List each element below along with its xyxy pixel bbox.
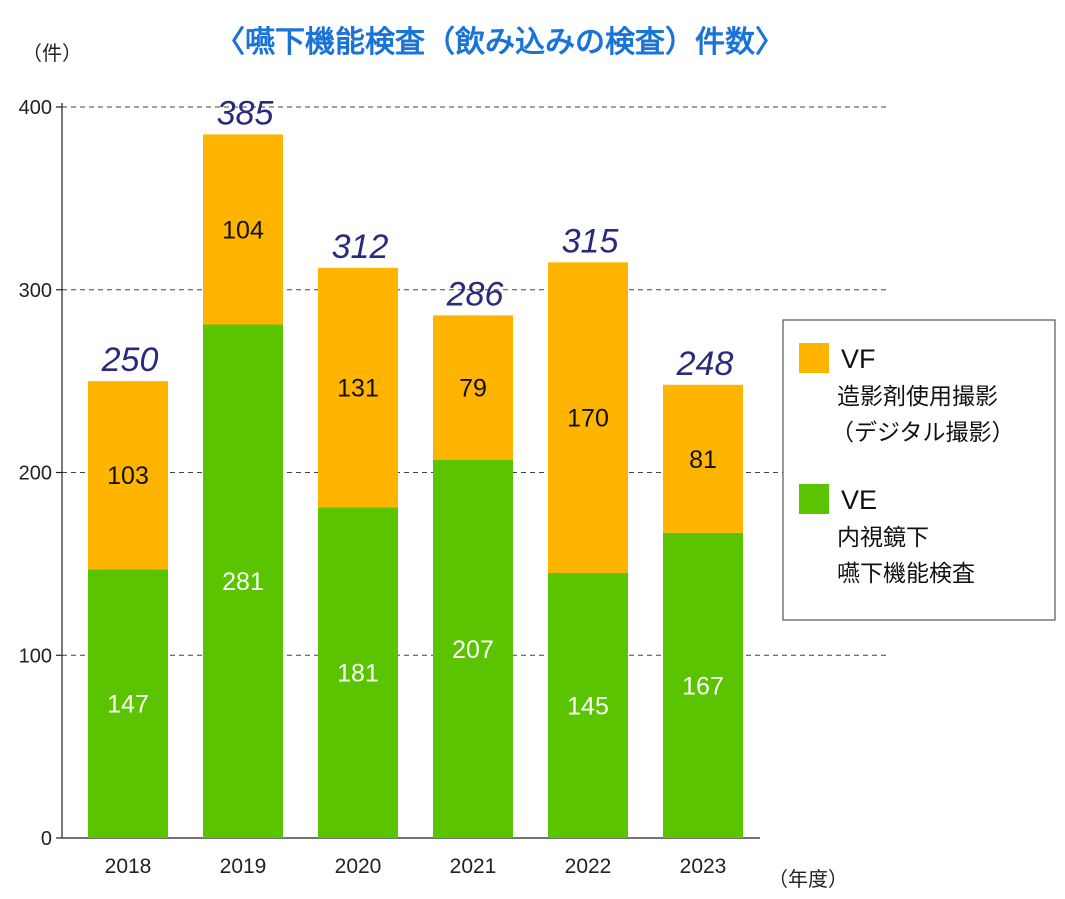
data-label-ve-2021: 207 bbox=[452, 636, 494, 664]
total-label-2019: 385 bbox=[217, 94, 274, 132]
x-tick-label-2020: 2020 bbox=[335, 855, 382, 878]
y-tick-label: 400 bbox=[19, 97, 52, 119]
bar-vf-2023 bbox=[663, 384, 743, 533]
bar-ve-2020 bbox=[318, 507, 398, 838]
data-label-ve-2018: 147 bbox=[107, 691, 149, 719]
total-label-2023: 248 bbox=[676, 345, 734, 383]
x-axis-unit-label: （年度） bbox=[768, 867, 848, 891]
chart-title: 〈嚥下機能検査（飲み込みの検査）件数〉 bbox=[215, 25, 785, 60]
bar-ve-2019 bbox=[203, 324, 283, 838]
data-label-vf-2020: 131 bbox=[337, 375, 379, 403]
y-tick-label: 100 bbox=[19, 645, 52, 667]
x-axis-ticks: 2018 2019 2020 2021 2022 2023 bbox=[105, 855, 727, 878]
bar-vf-2019 bbox=[203, 134, 283, 325]
x-tick-label-2019: 2019 bbox=[220, 855, 267, 878]
data-label-ve-2019: 281 bbox=[222, 568, 264, 596]
x-tick-label-2018: 2018 bbox=[105, 855, 152, 878]
total-label-2022: 315 bbox=[562, 222, 619, 260]
data-label-vf-2021: 79 bbox=[459, 375, 487, 403]
y-axis-unit-label: （件） bbox=[22, 41, 82, 65]
bar-ve-2021 bbox=[433, 459, 513, 838]
bar-ve-2022 bbox=[548, 573, 628, 838]
total-label-2020: 312 bbox=[332, 228, 389, 266]
data-label-vf-2018: 103 bbox=[107, 462, 149, 490]
legend-label-vf: VF bbox=[841, 344, 876, 374]
x-tick-label-2022: 2022 bbox=[565, 855, 612, 878]
legend-swatch-ve bbox=[799, 484, 829, 514]
data-label-ve-2020: 181 bbox=[337, 660, 379, 688]
x-tick-label-2021: 2021 bbox=[450, 855, 497, 878]
bar-vf-2021 bbox=[433, 315, 513, 460]
bar-ve-2018 bbox=[88, 569, 168, 838]
bar-ve-2023 bbox=[663, 532, 743, 838]
legend-label-ve: VE bbox=[841, 485, 877, 515]
data-label-vf-2022: 170 bbox=[567, 405, 609, 433]
y-tick-label: 300 bbox=[19, 280, 52, 302]
data-label-vf-2019: 104 bbox=[222, 216, 264, 244]
bar-vf-2022 bbox=[548, 262, 628, 574]
total-label-2018: 250 bbox=[101, 341, 159, 379]
legend-swatch-vf bbox=[799, 343, 829, 373]
y-axis-ticks: 0 100 200 300 400 bbox=[19, 97, 760, 850]
legend-desc-ve-line2: 嚥下機能検査 bbox=[837, 561, 975, 587]
data-label-ve-2022: 145 bbox=[567, 693, 609, 721]
legend-desc-ve-line1: 内視鏡下 bbox=[837, 525, 929, 551]
total-label-2021: 286 bbox=[446, 275, 504, 313]
data-label-ve-2023: 167 bbox=[682, 672, 724, 700]
legend-desc-vf-line2: （デジタル撮影） bbox=[831, 420, 1015, 446]
legend: VF 造影剤使用撮影 （デジタル撮影） VE 内視鏡下 嚥下機能検査 bbox=[782, 319, 1056, 621]
legend-desc-vf-line1: 造影剤使用撮影 bbox=[837, 384, 998, 410]
bar-vf-2020 bbox=[318, 267, 398, 508]
bar-series: 147 103 250 281 104 385 181 131 312 207 79 286 145 17… bbox=[88, 94, 743, 838]
data-label-vf-2023: 81 bbox=[689, 446, 717, 474]
y-tick-label: 0 bbox=[41, 828, 52, 850]
x-tick-label-2023: 2023 bbox=[680, 855, 727, 878]
bar-vf-2018 bbox=[88, 381, 168, 570]
y-tick-label: 200 bbox=[19, 463, 52, 485]
